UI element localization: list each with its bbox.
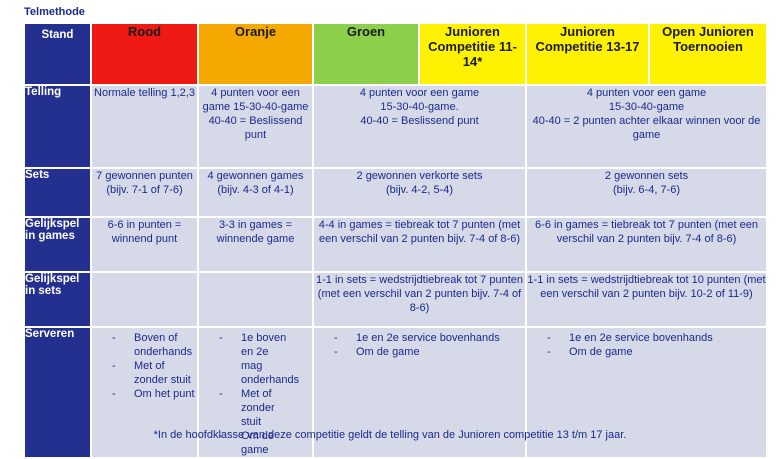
cell-sets-right: 2 gewonnen sets (bijv. 6-4, 7-6): [525, 167, 768, 218]
cell-telling-13-17-open: 4 punten voor een game 15-30-40-game 40-…: [525, 84, 768, 169]
telling-right-line-2: 15-30-40-game: [608, 101, 685, 113]
list-item: -1e boven en 2e mag onderhands: [219, 332, 300, 386]
list-item: - Om de game: [334, 346, 420, 358]
telling-mid-line-2: 15-30-40-game.: [380, 101, 459, 113]
header-junioren-11-14: Junioren Competitie 11-14*: [418, 22, 527, 86]
bullet-dash: -: [219, 388, 223, 400]
serveren-mid-list: -1e en 2e service bovenhands - Om de game: [314, 328, 525, 359]
row-serveren: Serveren - Boven of onderhands - Met of zo…: [23, 326, 768, 459]
row-label-gelijkspel-sets: Gelijkspel in sets: [23, 271, 92, 328]
row-gelijkspel-games: Gelijkspel in games 6-6 in punten = winn…: [23, 216, 768, 273]
header-row: Stand Rood Oranje Groen Junioren Competi…: [23, 22, 768, 86]
row-label-gelijkspel-games: Gelijkspel in games: [23, 216, 92, 273]
list-item: -1e en 2e service bovenhands: [547, 332, 713, 344]
list-item: - Met of zonder stuit: [219, 388, 275, 428]
telling-right-line-1: 4 punten voor een game: [586, 87, 707, 99]
row-label-sets: Sets: [23, 167, 92, 218]
row-label-telling: Telling: [23, 84, 92, 169]
cell-sets-mid: 2 gewonnen verkorte sets (bijv. 4-2, 5-4…: [312, 167, 527, 218]
row-sets: Sets 7 gewonnen punten (bijv. 7-1 of 7-6…: [23, 167, 768, 218]
bullet-dash: -: [334, 346, 338, 358]
serveren-rood-list: - Boven of onderhands - Met of zonder stui…: [92, 328, 197, 401]
telling-mid-line-3: 40-40 = Beslissend punt: [360, 115, 479, 127]
cell-gelijk-sets-rood: [90, 271, 199, 328]
cell-gelijk-games-oranje: 3-3 in games = winnende game: [197, 216, 314, 273]
list-item: - Met of zonder stuit: [112, 360, 191, 386]
row-label-serveren: Serveren: [23, 326, 92, 459]
bullet-dash: -: [219, 430, 223, 442]
cell-gelijk-sets-oranje: [197, 271, 314, 328]
serveren-right-list: -1e en 2e service bovenhands - Om de game: [527, 328, 766, 359]
header-rood: Rood: [90, 22, 199, 86]
cell-sets-rood: 7 gewonnen punten (bijv. 7-1 of 7-6): [90, 167, 199, 218]
cell-gelijk-games-rood: 6-6 in punten = winnend punt: [90, 216, 199, 273]
list-item: - Om de game: [219, 430, 275, 456]
telling-right-line-3: 40-40 = 2 punten achter elkaar winnen vo…: [532, 115, 761, 141]
bullet-dash: -: [334, 332, 338, 344]
bullet-dash: -: [547, 332, 551, 344]
bullet-dash: -: [112, 360, 116, 372]
cell-sets-oranje: 4 gewonnen games (bijv. 4-3 of 4-1): [197, 167, 314, 218]
list-item: -1e en 2e service bovenhands: [334, 332, 500, 344]
cell-serveren-oranje: -1e boven en 2e mag onderhands - Met of z…: [197, 326, 314, 459]
header-junioren-13-17: Junioren Competitie 13-17: [525, 22, 650, 86]
page-title: Telmethode: [24, 6, 85, 18]
footnote: *In de hoofdklasse van deze competitie g…: [153, 429, 627, 441]
row-gelijkspel-sets: Gelijkspel in sets 1-1 in sets = wedstri…: [23, 271, 768, 328]
telmethode-table: Stand Rood Oranje Groen Junioren Competi…: [23, 22, 768, 459]
cell-telling-rood: Normale telling 1,2,3: [90, 84, 199, 169]
cell-serveren-right: -1e en 2e service bovenhands - Om de game: [525, 326, 768, 459]
bullet-dash: -: [219, 332, 223, 344]
header-groen: Groen: [312, 22, 420, 86]
header-stand: Stand: [23, 22, 92, 86]
bullet-dash: -: [547, 346, 551, 358]
bullet-dash: -: [112, 388, 116, 400]
cell-telling-oranje: 4 punten voor een game 15-30-40-game 40-…: [197, 84, 314, 169]
cell-serveren-rood: - Boven of onderhands - Met of zonder stui…: [90, 326, 199, 459]
row-telling: Telling Normale telling 1,2,3 4 punten v…: [23, 84, 768, 169]
cell-gelijk-sets-mid: 1-1 in sets = wedstrijdtiebreak tot 7 pu…: [312, 271, 527, 328]
list-item: - Om de game: [547, 346, 633, 358]
cell-serveren-mid: -1e en 2e service bovenhands - Om de game: [312, 326, 527, 459]
cell-gelijk-sets-right: 1-1 in sets = wedstrijdtiebreak tot 10 p…: [525, 271, 768, 328]
cell-gelijk-games-mid: 4-4 in games = tiebreak tot 7 punten (me…: [312, 216, 527, 273]
telling-mid-line-1: 4 punten voor een game: [359, 87, 480, 99]
cell-gelijk-games-right: 6-6 in games = tiebreak tot 7 punten (me…: [525, 216, 768, 273]
header-open-junioren: Open Junioren Toernooien: [648, 22, 768, 86]
list-item: - Om het punt: [112, 388, 195, 400]
header-oranje: Oranje: [197, 22, 314, 86]
list-item: - Boven of onderhands: [112, 332, 193, 358]
bullet-dash: -: [112, 332, 116, 344]
serveren-oranje-list: -1e boven en 2e mag onderhands - Met of z…: [199, 328, 312, 457]
cell-telling-groen-junioren: 4 punten voor een game 15-30-40-game. 40…: [312, 84, 527, 169]
